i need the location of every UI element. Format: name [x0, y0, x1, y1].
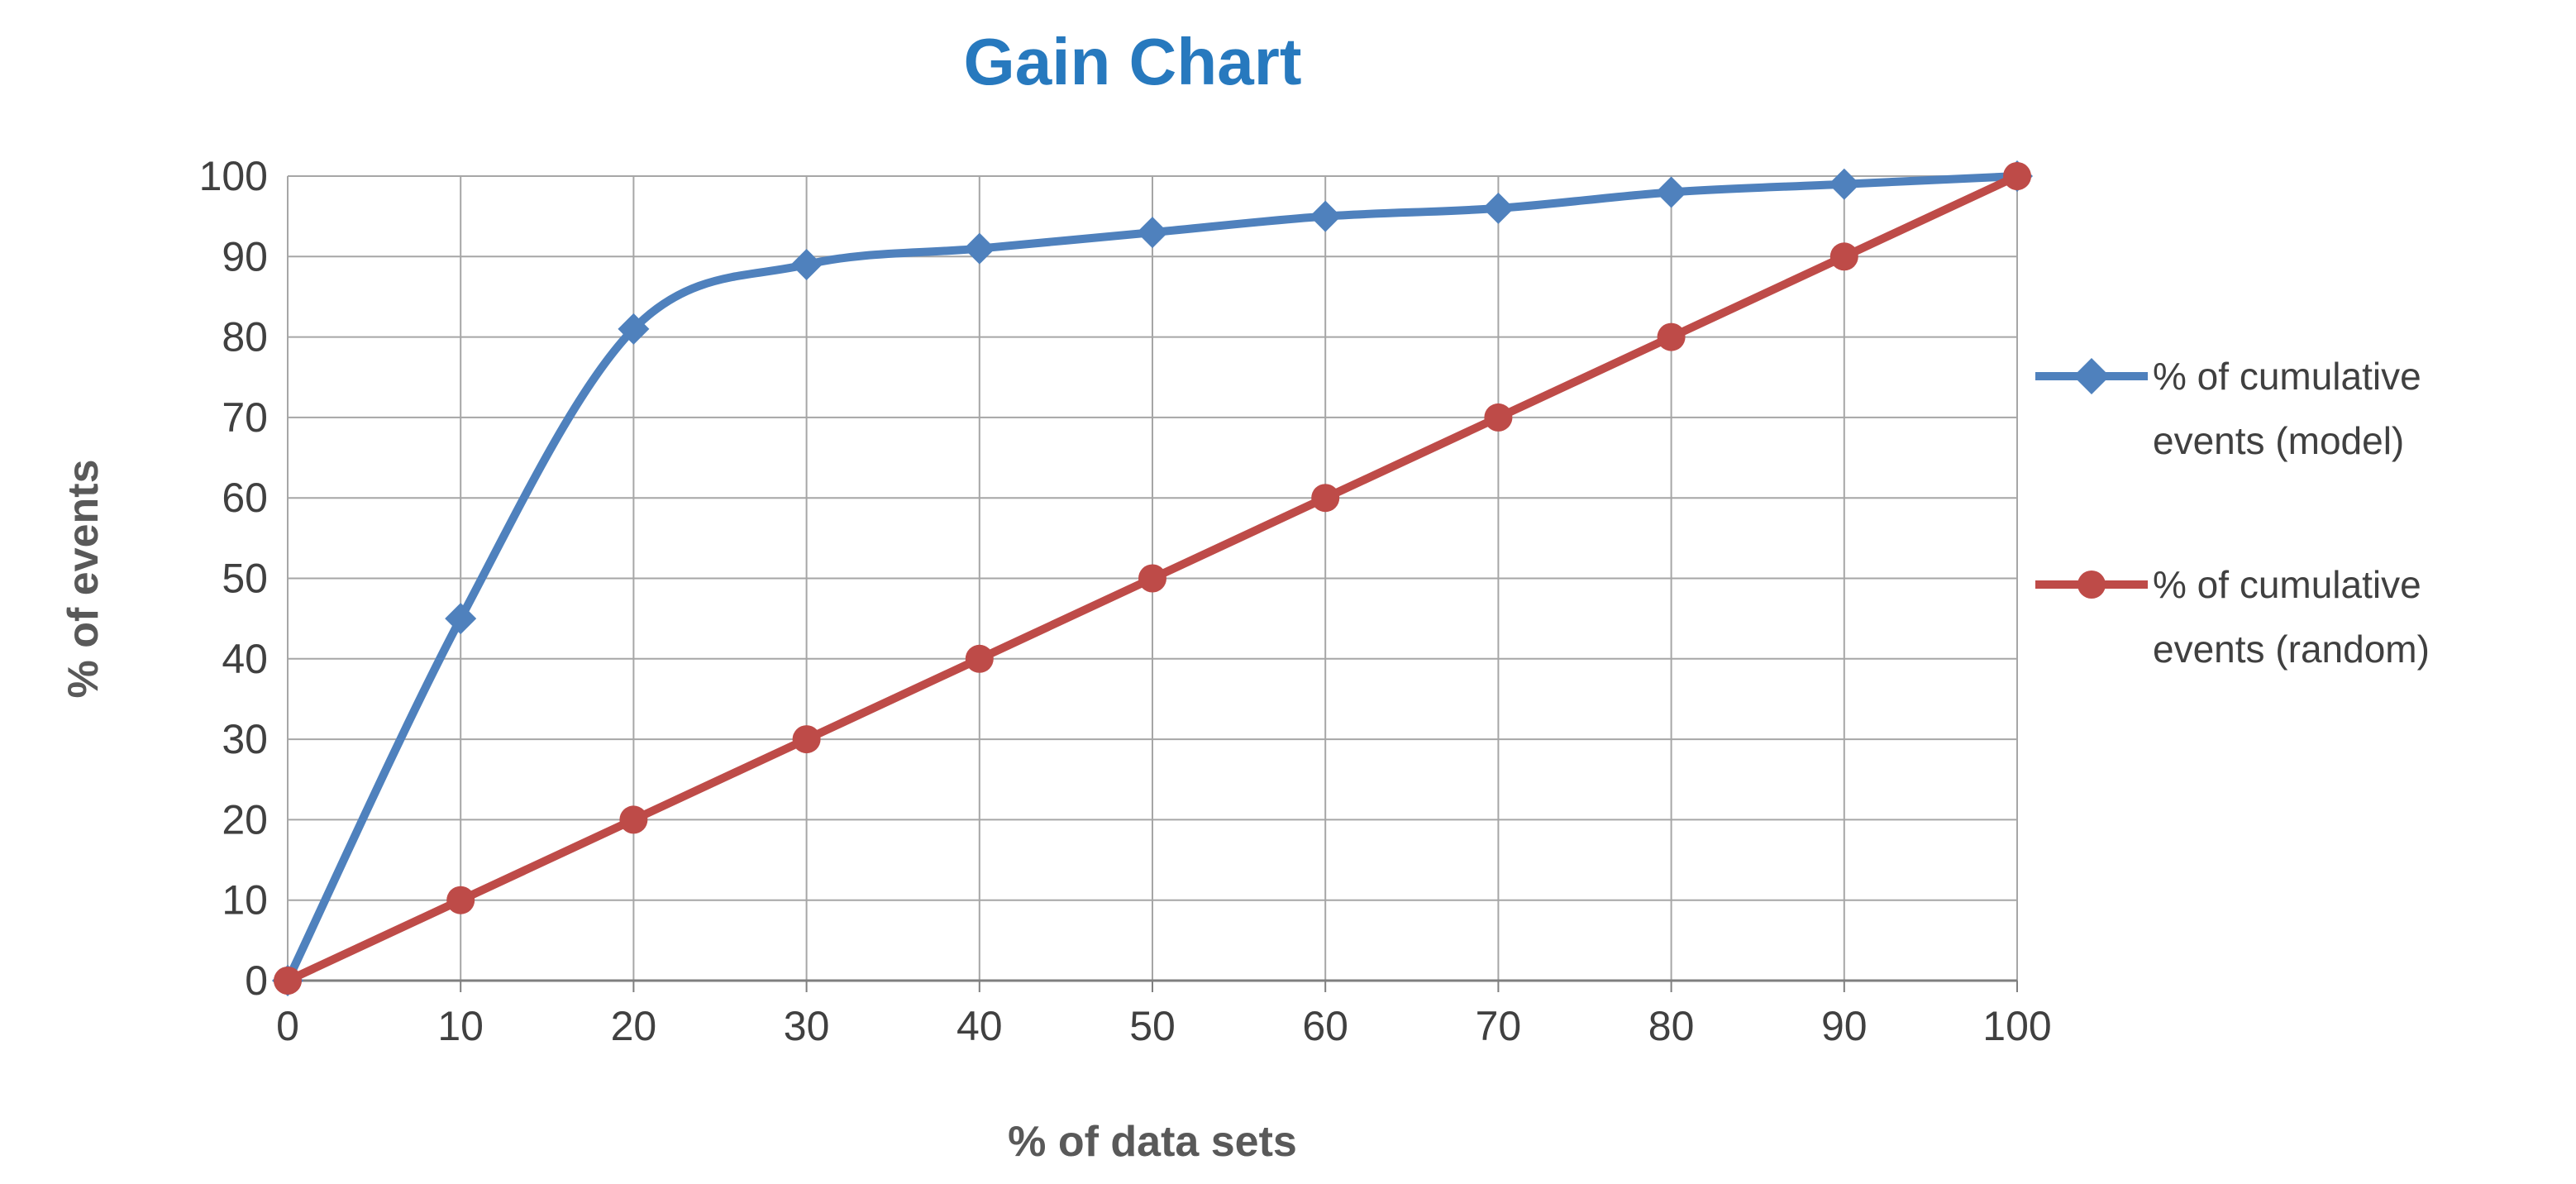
x-tick-label: 50	[1129, 1003, 1176, 1049]
y-tick-label: 30	[222, 716, 268, 762]
legend-key-circle-icon	[2077, 571, 2106, 599]
legend-label-model-line1: % of cumulative	[2153, 355, 2421, 398]
data-point-diamond-icon[interactable]	[1828, 168, 1860, 200]
x-tick-label: 70	[1476, 1003, 1522, 1049]
y-tick-label: 90	[222, 233, 268, 279]
y-tick-label: 70	[222, 394, 268, 441]
data-point-diamond-icon[interactable]	[1655, 176, 1687, 208]
y-tick-label: 10	[222, 877, 268, 924]
y-tick-label: 60	[222, 475, 268, 521]
data-point-diamond-icon[interactable]	[963, 232, 995, 265]
x-tick-label: 60	[1302, 1003, 1348, 1049]
series-line-0	[284, 172, 2021, 985]
x-tick-label: 80	[1648, 1003, 1695, 1049]
data-point-circle-icon[interactable]	[1657, 322, 1686, 351]
data-point-circle-icon[interactable]	[1829, 242, 1858, 271]
legend-label-random-line2: events (random)	[2153, 628, 2430, 671]
x-tick-label: 30	[784, 1003, 830, 1049]
x-tick-label: 20	[611, 1003, 657, 1049]
data-point-diamond-icon[interactable]	[618, 313, 650, 345]
legend-label-model-line2: events (model)	[2153, 419, 2404, 462]
data-point-circle-icon[interactable]	[965, 644, 994, 673]
data-point-diamond-icon[interactable]	[445, 603, 477, 635]
x-tick-label: 10	[437, 1003, 484, 1049]
x-tick-label: 0	[276, 1003, 299, 1049]
data-point-circle-icon[interactable]	[619, 805, 648, 834]
chart-title: Gain Chart	[964, 25, 1302, 98]
y-tick-label: 40	[222, 636, 268, 682]
x-tick-label: 40	[956, 1003, 1003, 1049]
data-point-circle-icon[interactable]	[1311, 484, 1340, 513]
legend-entry-model[interactable]: % of cumulative events (model)	[2035, 355, 2421, 462]
x-tick-label: 90	[1821, 1003, 1868, 1049]
x-tick-label: 100	[1982, 1003, 2051, 1049]
y-tick-label: 20	[222, 796, 268, 843]
data-point-circle-icon[interactable]	[274, 967, 302, 995]
legend-label-random-line1: % of cumulative	[2153, 563, 2421, 606]
data-point-diamond-icon[interactable]	[1482, 192, 1515, 224]
legend-entry-random[interactable]: % of cumulative events (random)	[2035, 563, 2430, 671]
y-tick-label: 50	[222, 556, 268, 602]
data-point-diamond-icon[interactable]	[1309, 200, 1342, 232]
legend: % of cumulative events (model) % of cumu…	[2035, 355, 2430, 671]
legend-key-diamond-icon	[2073, 358, 2110, 394]
y-axis-label: % of events	[60, 460, 107, 699]
plot-area: 0 10 20 30 40 50 60 70 80 90 100 0 10 20 30 40 50 60 70 80 9…	[199, 153, 2052, 1049]
y-tick-label: 0	[245, 957, 268, 1004]
y-tick-label: 100	[199, 153, 268, 199]
data-point-diamond-icon[interactable]	[1137, 217, 1168, 249]
data-point-circle-icon[interactable]	[792, 725, 821, 754]
data-point-diamond-icon[interactable]	[790, 249, 823, 281]
data-point-circle-icon[interactable]	[1138, 564, 1166, 593]
y-tick-label: 80	[222, 314, 268, 360]
data-point-circle-icon[interactable]	[1484, 403, 1513, 432]
data-point-circle-icon[interactable]	[446, 886, 475, 914]
x-axis-label: % of data sets	[1008, 1118, 1297, 1166]
data-point-circle-icon[interactable]	[2003, 162, 2031, 190]
